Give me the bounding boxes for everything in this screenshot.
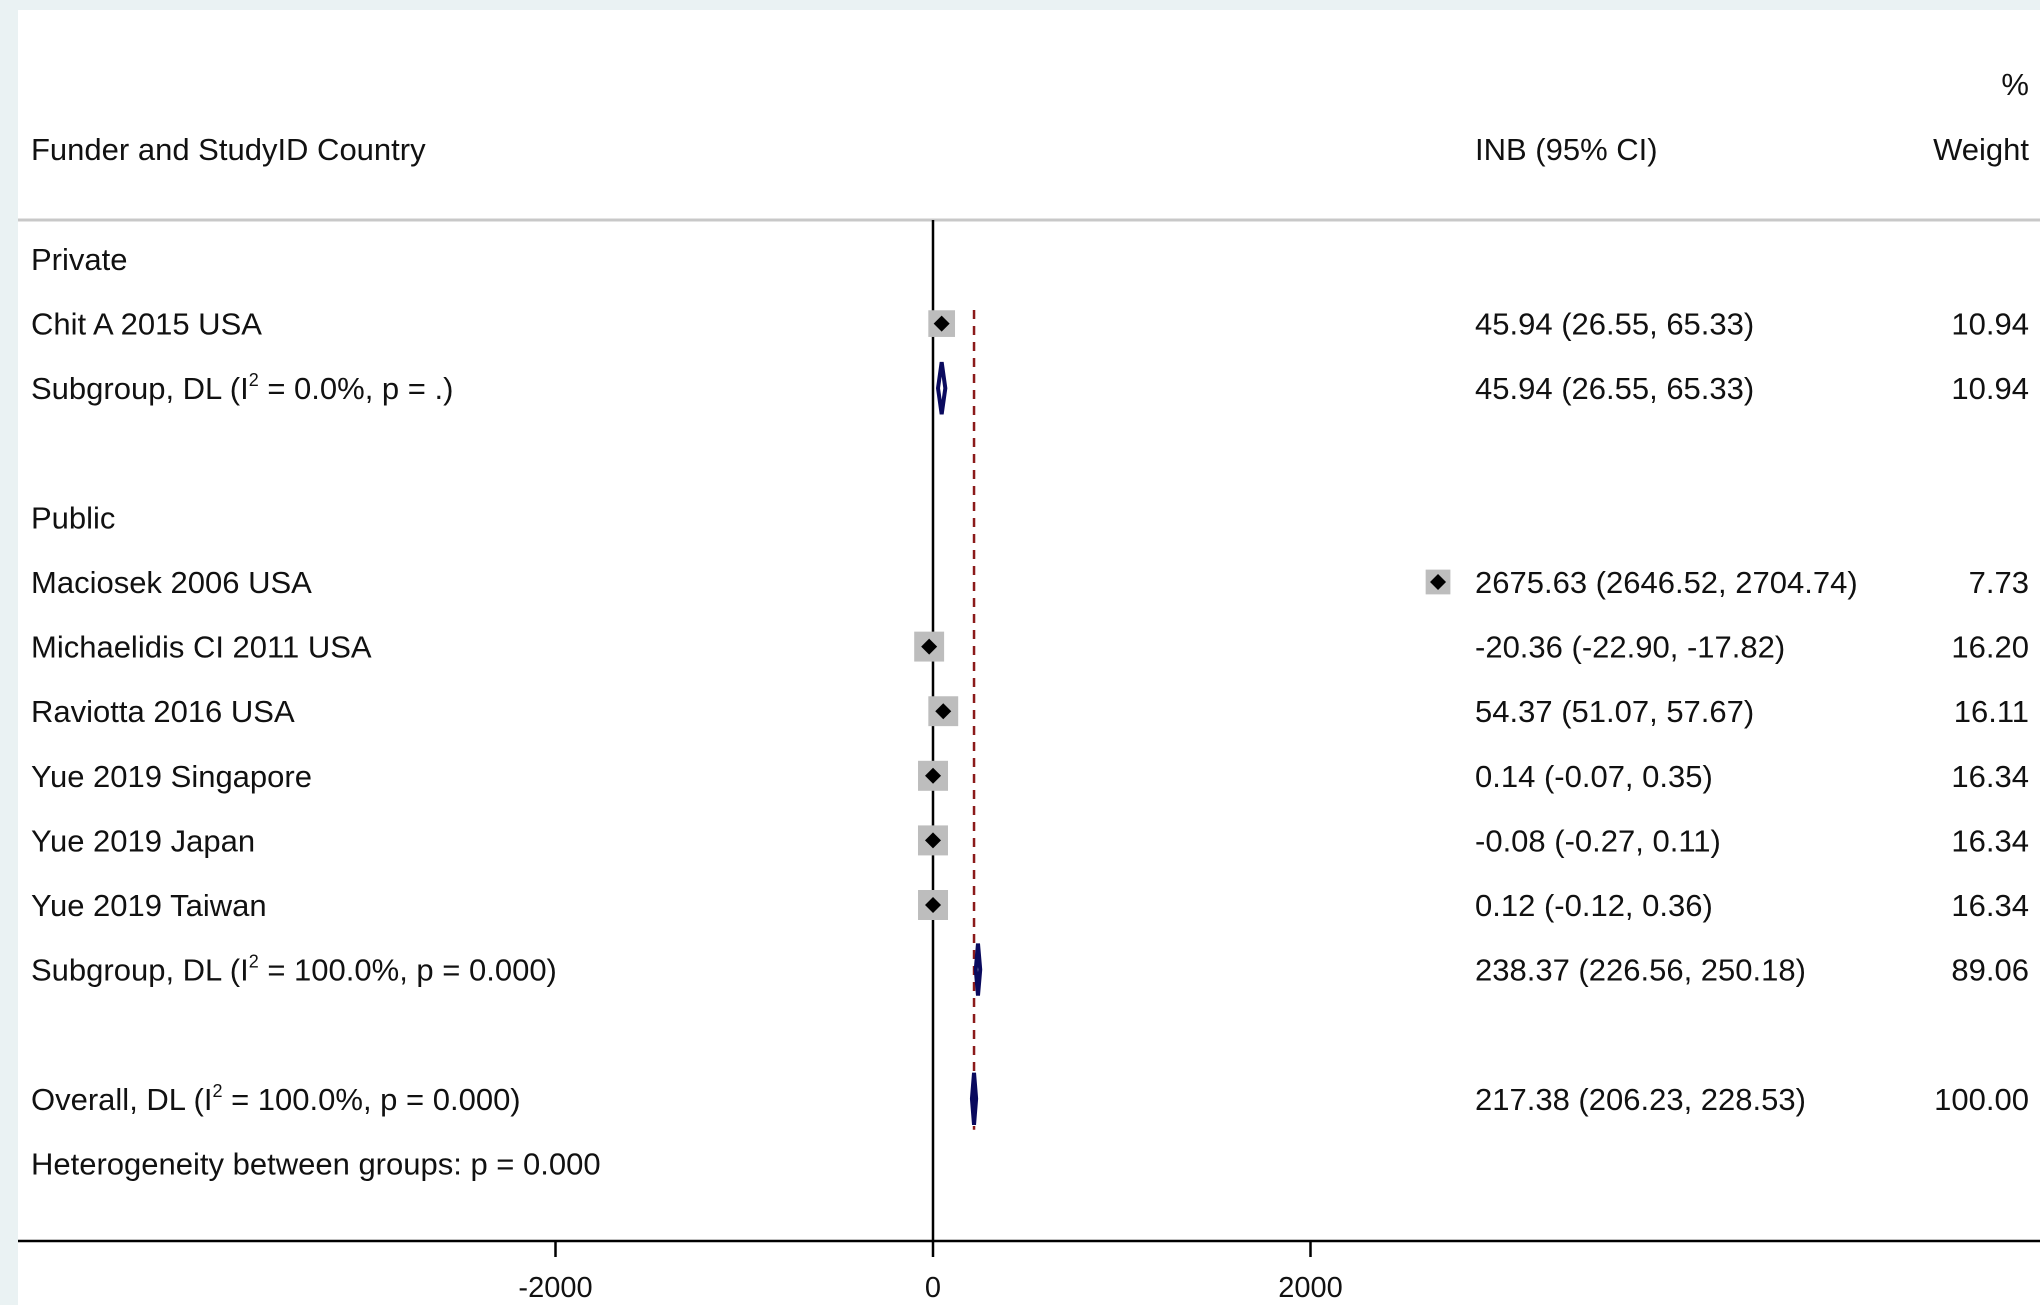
study-point-estimate — [925, 897, 942, 913]
study-weight-text: 16.34 — [1951, 759, 2029, 794]
header-effect-column: INB (95% CI) — [1475, 132, 1658, 167]
study-ci-text: 0.12 (-0.12, 0.36) — [1475, 888, 1713, 923]
overall-diamond — [969, 1072, 979, 1125]
header-study-column: Funder and StudyID Country — [31, 132, 426, 167]
study-label: Raviotta 2016 USA — [31, 694, 295, 729]
x-axis-tick-label: -2000 — [518, 1272, 592, 1304]
study-weight-text: 7.73 — [1969, 565, 2029, 600]
group-label: Public — [31, 500, 115, 535]
study-point-estimate — [925, 767, 942, 784]
study-ci-text: 45.94 (26.55, 65.33) — [1475, 307, 1754, 342]
overall-weight-text: 100.00 — [1934, 1082, 2029, 1117]
subgroup-diamond — [935, 361, 948, 415]
study-weight-text: 10.94 — [1951, 307, 2029, 342]
study-label: Yue 2019 Singapore — [31, 759, 312, 794]
header-weight-column: Weight — [1933, 132, 2029, 167]
study-ci-text: -20.36 (-22.90, -17.82) — [1475, 630, 1785, 665]
subgroup-ci-text: 238.37 (226.56, 250.18) — [1475, 953, 1806, 988]
study-label: Yue 2019 Taiwan — [31, 888, 267, 923]
study-point-estimate — [924, 832, 941, 849]
subgroup-weight-text: 89.06 — [1951, 953, 2029, 988]
study-label: Michaelidis CI 2011 USA — [31, 630, 372, 665]
forest-plot: Funder and StudyID Country INB (95% CI)% W… — [18, 67, 2040, 1304]
subgroup-label: Subgroup, DL (I2 = 100.0%, p = 0.000) — [31, 952, 557, 988]
subgroup-diamond — [973, 943, 983, 996]
study-weight-text: 16.34 — [1951, 888, 2029, 923]
study-weight-text: 16.11 — [1954, 694, 2029, 729]
group-label: Private — [31, 242, 127, 277]
study-point-estimate — [921, 638, 938, 655]
overall-label: Overall, DL (I2 = 100.0%, p = 0.000) — [31, 1081, 521, 1117]
study-label: Yue 2019 Japan — [31, 823, 255, 858]
study-label: Chit A 2015 USA — [31, 307, 262, 342]
overall-ci-text: 217.38 (206.23, 228.53) — [1475, 1082, 1806, 1117]
forest-plot-panel: Funder and StudyID Country INB (95% CI)% W… — [18, 10, 2040, 1305]
study-label: Maciosek 2006 USA — [31, 565, 312, 600]
heterogeneity-note: Heterogeneity between groups: p = 0.000 — [31, 1146, 601, 1181]
subgroup-ci-text: 45.94 (26.55, 65.33) — [1475, 371, 1754, 406]
study-ci-text: 2675.63 (2646.52, 2704.74) — [1475, 565, 1858, 600]
study-weight-text: 16.34 — [1951, 823, 2029, 858]
x-axis-tick-label: 0 — [925, 1272, 941, 1304]
study-weight-text: 16.20 — [1951, 630, 2029, 665]
study-ci-text: -0.08 (-0.27, 0.11) — [1475, 823, 1721, 858]
header-weight-percent: % — [2001, 67, 2029, 102]
x-axis-tick-label: 2000 — [1278, 1272, 1343, 1304]
study-point-estimate — [1430, 574, 1447, 590]
subgroup-label: Subgroup, DL (I2 = 0.0%, p = .) — [31, 370, 453, 406]
study-point-estimate — [935, 703, 952, 720]
study-point-estimate — [933, 315, 950, 332]
study-ci-text: 0.14 (-0.07, 0.35) — [1475, 759, 1713, 794]
subgroup-weight-text: 10.94 — [1951, 371, 2029, 406]
study-ci-text: 54.37 (51.07, 57.67) — [1475, 694, 1754, 729]
